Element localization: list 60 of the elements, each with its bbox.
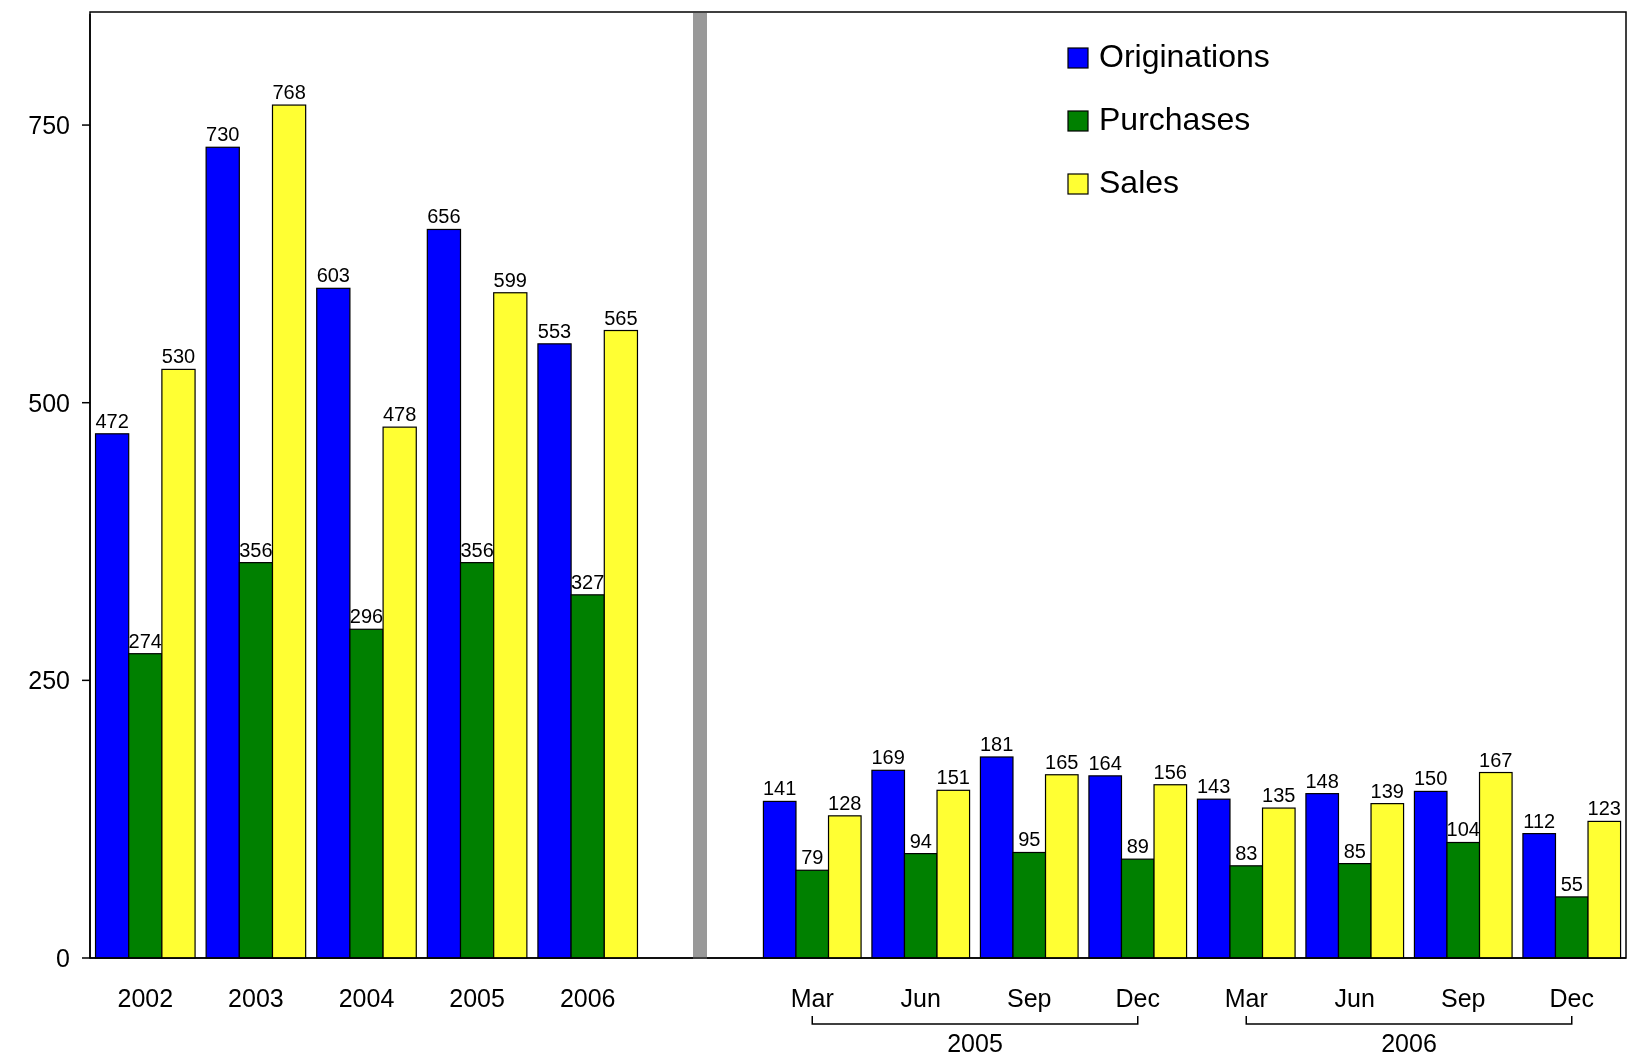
data-label: 112 <box>1523 809 1556 832</box>
data-label: 181 <box>980 732 1014 755</box>
data-label: 148 <box>1305 769 1339 792</box>
data-label: 530 <box>161 345 196 368</box>
y-tick-label: 500 <box>28 388 70 417</box>
x-tick-label: 2003 <box>228 984 284 1012</box>
data-label: 603 <box>316 264 351 287</box>
x-tick-label: Dec <box>1115 984 1160 1012</box>
data-label: 169 <box>871 746 905 769</box>
legend-label: Sales <box>1099 164 1180 200</box>
x-tick-label: Sep <box>1007 984 1052 1012</box>
data-label: 164 <box>1088 751 1122 774</box>
data-label: 128 <box>828 791 862 814</box>
data-label: 356 <box>460 538 494 561</box>
data-label: 89 <box>1126 835 1149 858</box>
x-tick-label: 2004 <box>338 984 395 1012</box>
data-label: 296 <box>349 605 384 628</box>
x-tick-label: 2005 <box>449 984 505 1012</box>
x-tick-label: 2002 <box>117 984 174 1012</box>
data-label: 135 <box>1262 784 1296 807</box>
y-tick-label: 250 <box>28 666 70 695</box>
text: 2005 <box>947 1029 1003 1057</box>
x-tick-label: Dec <box>1549 984 1594 1012</box>
data-label: 83 <box>1235 841 1258 864</box>
text: 2006 <box>1381 1029 1437 1057</box>
data-label: 768 <box>272 81 306 104</box>
data-label: 79 <box>801 846 824 869</box>
x-tick-label: Jun <box>1334 984 1375 1012</box>
data-label: 356 <box>239 538 273 561</box>
data-label: 156 <box>1153 760 1187 783</box>
x-tick-label: Sep <box>1441 984 1486 1012</box>
data-label: 143 <box>1197 775 1231 798</box>
legend-label: Originations <box>1099 38 1270 74</box>
data-label: 55 <box>1560 872 1583 895</box>
data-label: 151 <box>936 766 970 789</box>
x-tick-label: 2006 <box>559 984 616 1012</box>
data-label: 123 <box>1587 797 1621 820</box>
data-label: 553 <box>537 319 572 342</box>
x-tick-label: Mar <box>790 984 834 1012</box>
data-label: 165 <box>1045 750 1079 773</box>
data-label: 565 <box>604 306 638 329</box>
data-label: 730 <box>206 123 240 146</box>
y-tick-label: 750 <box>28 111 70 140</box>
data-label: 94 <box>909 829 932 852</box>
y-tick-label: 0 <box>56 944 70 972</box>
legend-label: Purchases <box>1099 101 1251 137</box>
data-label: 167 <box>1479 748 1513 771</box>
data-label: 327 <box>571 570 605 593</box>
data-label: 104 <box>1446 818 1480 841</box>
data-label: 141 <box>763 777 797 800</box>
data-label: 85 <box>1343 839 1366 862</box>
x-tick-label: Mar <box>1224 984 1268 1012</box>
data-label: 150 <box>1414 767 1448 790</box>
data-label: 478 <box>382 403 417 426</box>
x-tick-label: Jun <box>900 984 941 1012</box>
data-label: 472 <box>95 409 129 432</box>
data-label: 139 <box>1370 779 1404 802</box>
data-label: 95 <box>1018 828 1041 851</box>
data-label: 656 <box>427 205 461 228</box>
data-label: 599 <box>493 268 527 291</box>
